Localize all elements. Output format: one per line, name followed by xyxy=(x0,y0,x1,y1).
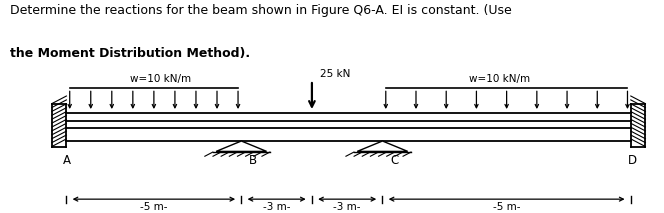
Text: C: C xyxy=(390,154,398,167)
Text: -5 m-: -5 m- xyxy=(140,202,167,212)
Text: -3 m-: -3 m- xyxy=(263,202,290,212)
Text: A: A xyxy=(63,154,71,167)
Text: w=10 kN/m: w=10 kN/m xyxy=(469,74,531,84)
Text: 25 kN: 25 kN xyxy=(320,69,350,79)
Text: w=10 kN/m: w=10 kN/m xyxy=(130,74,191,84)
Text: B: B xyxy=(250,154,258,167)
Text: -3 m-: -3 m- xyxy=(333,202,361,212)
Text: Determine the reactions for the beam shown in Figure Q6-A. EI is constant. (Use: Determine the reactions for the beam sho… xyxy=(10,4,512,17)
Text: the Moment Distribution Method).: the Moment Distribution Method). xyxy=(10,47,250,60)
Polygon shape xyxy=(357,141,408,151)
Text: D: D xyxy=(627,154,637,167)
Polygon shape xyxy=(216,141,267,151)
Text: -5 m-: -5 m- xyxy=(493,202,521,212)
